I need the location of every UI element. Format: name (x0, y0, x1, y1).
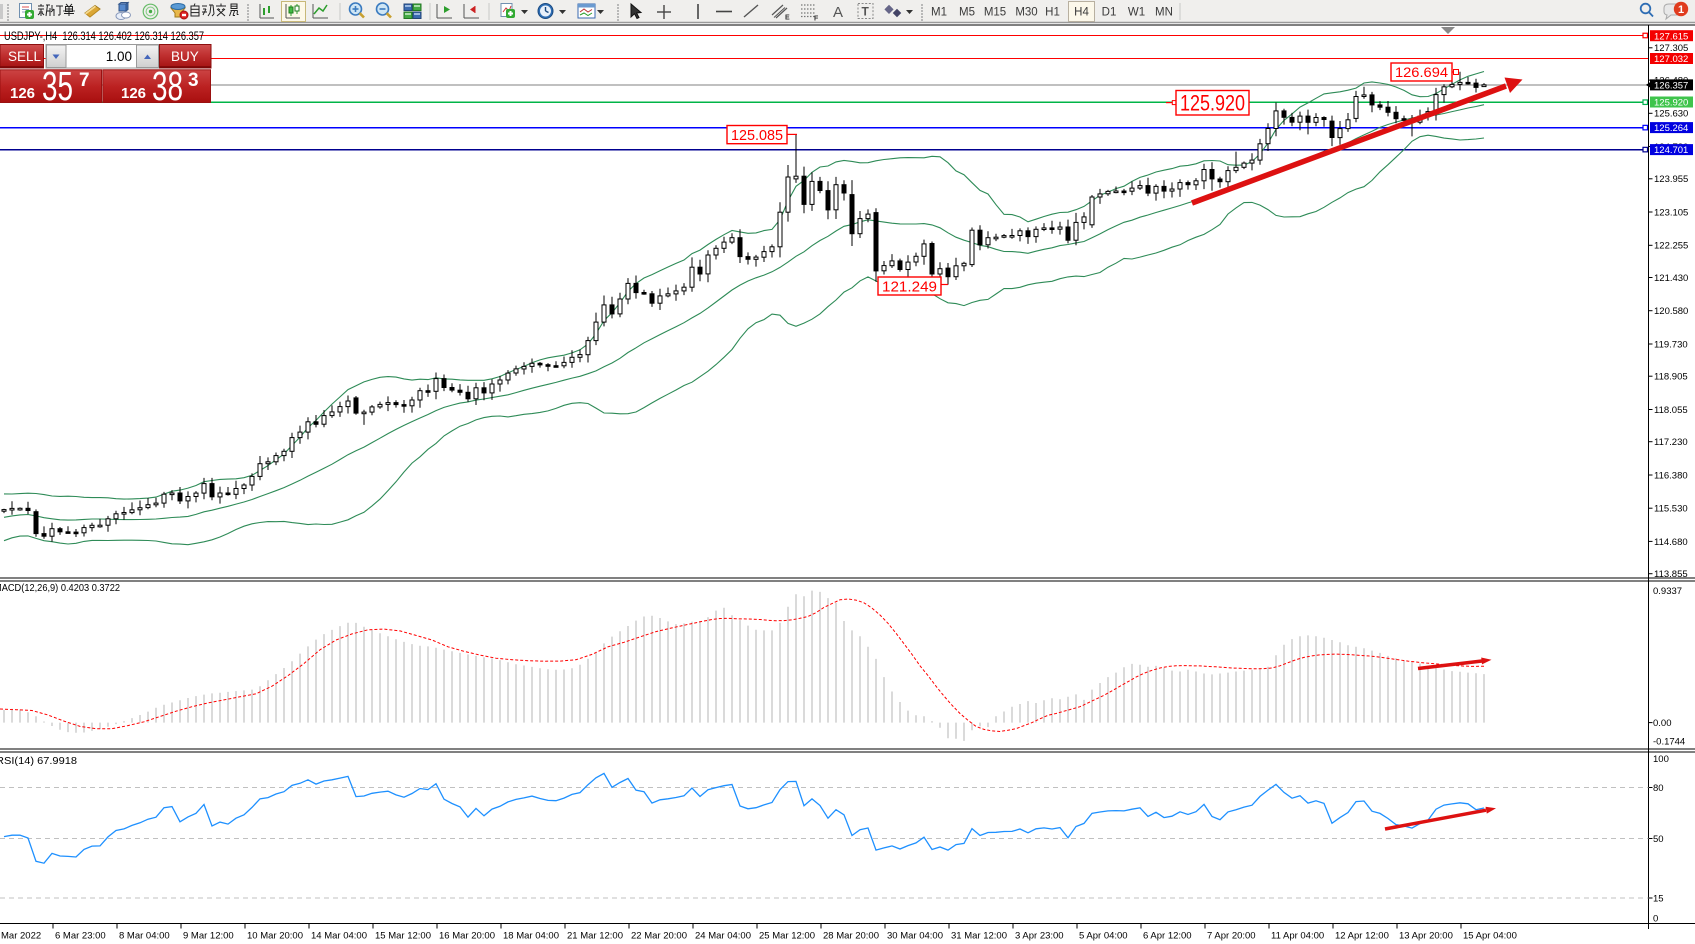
svg-text:D1: D1 (1102, 7, 1117, 19)
svg-text:-0.1744: -0.1744 (1653, 737, 1685, 748)
svg-text:W1: W1 (1128, 7, 1145, 19)
svg-text:15: 15 (1653, 894, 1664, 905)
svg-text:MN: MN (1155, 7, 1173, 19)
svg-text:18 Mar 04:00: 18 Mar 04:00 (503, 931, 559, 942)
svg-text:115.530: 115.530 (1654, 504, 1688, 515)
svg-text:A: A (833, 4, 843, 21)
svg-text:21 Mar 12:00: 21 Mar 12:00 (567, 931, 623, 942)
svg-text:0.00: 0.00 (1653, 718, 1672, 729)
svg-text:15 Mar 12:00: 15 Mar 12:00 (375, 931, 431, 942)
svg-text:28 Mar 20:00: 28 Mar 20:00 (823, 931, 879, 942)
svg-text:MACD(12,26,9) 0.4203 0.3722: MACD(12,26,9) 0.4203 0.3722 (0, 582, 120, 594)
svg-text:114.680: 114.680 (1654, 537, 1688, 548)
svg-text:126.357: 126.357 (1654, 81, 1688, 92)
svg-text:H1: H1 (1045, 7, 1060, 19)
svg-text:3 Apr 23:00: 3 Apr 23:00 (1015, 931, 1064, 942)
svg-text:M15: M15 (984, 7, 1006, 19)
svg-text:0.9337: 0.9337 (1653, 586, 1682, 597)
svg-text:16 Mar 20:00: 16 Mar 20:00 (439, 931, 495, 942)
svg-text:116.380: 116.380 (1654, 470, 1688, 481)
svg-text:7: 7 (79, 70, 90, 91)
svg-text:3: 3 (188, 70, 199, 91)
svg-text:22 Mar 20:00: 22 Mar 20:00 (631, 931, 687, 942)
svg-text:M1: M1 (931, 7, 947, 19)
svg-text:M5: M5 (959, 7, 975, 19)
svg-text:9 Mar 12:00: 9 Mar 12:00 (183, 931, 234, 942)
svg-text:Mar 2022: Mar 2022 (1, 931, 41, 942)
svg-text:0: 0 (1653, 914, 1658, 925)
svg-text:24 Mar 04:00: 24 Mar 04:00 (695, 931, 751, 942)
svg-text:SELL: SELL (8, 49, 42, 64)
svg-text:USDJPY-,H4 126.314 126.402 12: USDJPY-,H4 126.314 126.402 126.314 126.3… (4, 31, 204, 43)
svg-text:117.230: 117.230 (1654, 437, 1688, 448)
svg-text:126: 126 (121, 85, 146, 102)
svg-text:126.694: 126.694 (1395, 64, 1448, 80)
svg-text:M30: M30 (1015, 7, 1037, 19)
svg-text:13 Apr 20:00: 13 Apr 20:00 (1399, 931, 1453, 942)
svg-text:5 Apr 04:00: 5 Apr 04:00 (1079, 931, 1128, 942)
svg-text:126: 126 (10, 85, 35, 102)
svg-text:80: 80 (1653, 783, 1664, 794)
svg-text:125.085: 125.085 (731, 127, 783, 144)
svg-text:11 Apr 04:00: 11 Apr 04:00 (1271, 931, 1324, 942)
svg-text:38: 38 (152, 63, 183, 109)
svg-text:100: 100 (1653, 754, 1669, 765)
svg-text:127.615: 127.615 (1654, 31, 1688, 42)
svg-text:31 Mar 12:00: 31 Mar 12:00 (951, 931, 1007, 942)
svg-text:15 Apr 04:00: 15 Apr 04:00 (1463, 931, 1517, 942)
svg-text:6 Mar 23:00: 6 Mar 23:00 (55, 931, 106, 942)
svg-text:RSI(14) 67.9918: RSI(14) 67.9918 (0, 755, 77, 767)
svg-text:25 Mar 12:00: 25 Mar 12:00 (759, 931, 815, 942)
svg-text:124.701: 124.701 (1654, 145, 1688, 156)
svg-text:BUY: BUY (171, 49, 199, 64)
svg-text:14 Mar 04:00: 14 Mar 04:00 (311, 931, 367, 942)
svg-text:118.905: 118.905 (1654, 372, 1688, 383)
svg-text:127.032: 127.032 (1654, 54, 1688, 65)
svg-text:123.955: 123.955 (1654, 174, 1688, 185)
svg-text:50: 50 (1653, 834, 1664, 845)
svg-text:8 Mar 04:00: 8 Mar 04:00 (119, 931, 170, 942)
svg-text:12 Apr 12:00: 12 Apr 12:00 (1335, 931, 1389, 942)
svg-text:119.730: 119.730 (1654, 339, 1688, 350)
svg-text:10 Mar 20:00: 10 Mar 20:00 (247, 931, 303, 942)
svg-text:7 Apr 20:00: 7 Apr 20:00 (1207, 931, 1256, 942)
svg-text:118.055: 118.055 (1654, 405, 1688, 416)
svg-text:125.920: 125.920 (1180, 91, 1245, 116)
svg-text:127.305: 127.305 (1654, 43, 1688, 54)
svg-text:H4: H4 (1074, 7, 1089, 19)
svg-text:121.249: 121.249 (882, 278, 937, 295)
svg-text:125.920: 125.920 (1654, 98, 1688, 109)
svg-text:1: 1 (1678, 4, 1684, 16)
svg-text:113.855: 113.855 (1654, 569, 1688, 580)
svg-text:120.580: 120.580 (1654, 306, 1688, 317)
svg-text:123.105: 123.105 (1654, 207, 1688, 218)
svg-text:125.264: 125.264 (1654, 123, 1688, 134)
svg-text:F: F (814, 16, 819, 23)
svg-text:122.255: 122.255 (1654, 241, 1688, 252)
svg-text:30 Mar 04:00: 30 Mar 04:00 (887, 931, 943, 942)
svg-text:1.00: 1.00 (106, 49, 132, 64)
svg-text:35: 35 (42, 63, 73, 109)
svg-text:E: E (785, 15, 790, 22)
svg-text:6 Apr 12:00: 6 Apr 12:00 (1143, 931, 1192, 942)
svg-text:125.630: 125.630 (1654, 109, 1688, 120)
svg-text:T: T (862, 5, 870, 19)
svg-text:121.430: 121.430 (1654, 273, 1688, 284)
